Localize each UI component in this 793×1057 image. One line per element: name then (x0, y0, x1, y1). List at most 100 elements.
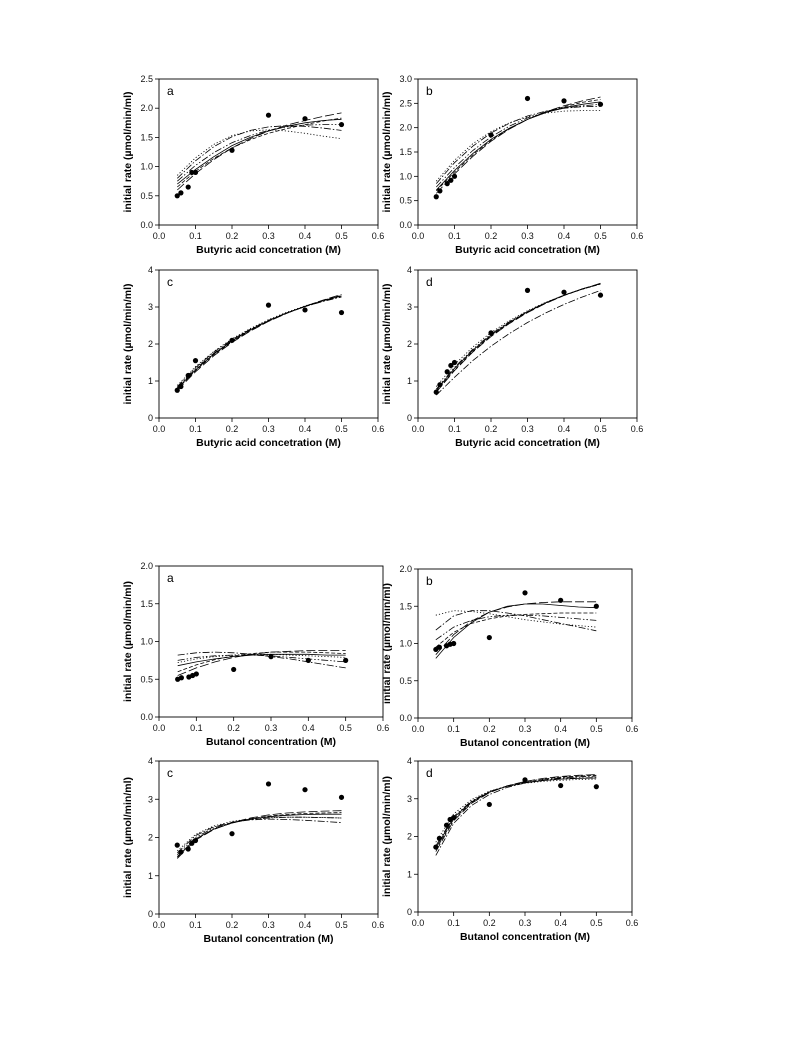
y-tick-label: 0.0 (399, 220, 412, 230)
y-tick-label: 2 (148, 339, 153, 349)
y-tick-label: 0 (148, 413, 153, 423)
fit-curve-dashdot (177, 296, 342, 387)
fit-curve-dashdotdot (435, 777, 597, 847)
data-point (444, 181, 450, 187)
data-point (302, 787, 308, 793)
data-point (486, 634, 492, 641)
data-point (178, 190, 184, 196)
plot-frame (158, 565, 384, 718)
x-tick-label: 0.1 (190, 723, 203, 733)
data-point (451, 173, 458, 179)
plot-frame (158, 269, 379, 419)
y-tick-label: 4 (407, 265, 412, 275)
fit-curve-shortdash (177, 812, 342, 858)
data-point (593, 784, 599, 790)
data-point (265, 112, 272, 118)
fit-curve-dashdot (435, 775, 597, 856)
x-tick-label: 0.5 (590, 724, 603, 734)
chart-panel-2: 0.0 0.1 0.2 0.3 0.4 0.5 0.6 0.0 0.5 1.0 1.5 2.0 2.5 3… (381, 74, 643, 256)
data-point (174, 842, 180, 848)
x-tick-label: 0.5 (335, 231, 348, 241)
data-point (174, 193, 180, 199)
data-point (524, 95, 531, 102)
x-tick-label: 0.5 (335, 424, 348, 434)
y-axis-label: initial rate (µmol/min/ml) (122, 92, 134, 213)
x-axis-label: Butyric acid concetration (M) (455, 244, 600, 256)
data-point (185, 846, 191, 852)
x-axis-label: Butanol concentration (M) (206, 736, 336, 748)
chart-panel-4: 0.0 0.1 0.2 0.3 0.4 0.5 0.6 0 1 2 3 4 Butyric acid c… (381, 265, 643, 449)
data-point (558, 597, 564, 603)
fit-curve-shortdash (177, 294, 342, 390)
x-tick-label: 0.2 (483, 918, 496, 928)
fit-curve-shortdash (435, 612, 597, 648)
panel-label: b (426, 84, 433, 98)
data-point (338, 309, 345, 316)
fit-curve-dashdot (435, 105, 601, 184)
y-tick-label: 3 (148, 302, 153, 312)
x-tick-label: 0.4 (554, 724, 567, 734)
fit-curve-longdash (177, 294, 342, 391)
x-tick-label: 0.1 (448, 424, 461, 434)
fit-curve-dashdotdot (436, 103, 601, 188)
x-tick-label: 0.6 (377, 723, 390, 733)
x-tick-label: 0.0 (153, 920, 166, 930)
y-tick-label: 1 (148, 376, 153, 386)
x-axis-label: Butanol concentration (M) (203, 933, 333, 945)
x-tick-label: 0.0 (412, 231, 425, 241)
data-point (338, 121, 345, 128)
data-point (522, 590, 528, 596)
fit-curve-solid (436, 101, 601, 191)
data-point (451, 640, 457, 647)
data-point (561, 98, 567, 104)
data-point (443, 822, 450, 828)
x-tick-label: 0.4 (554, 918, 567, 928)
x-tick-label: 0.2 (483, 724, 496, 734)
y-tick-label: 0.5 (140, 191, 153, 201)
x-tick-label: 0.6 (626, 724, 639, 734)
fit-curve-shortdash (177, 117, 342, 188)
y-tick-label: 0.5 (399, 196, 412, 206)
data-point (488, 132, 494, 138)
y-tick-label: 2.5 (399, 98, 412, 108)
x-tick-label: 0.0 (153, 231, 166, 241)
fit-curve-dashdot (435, 610, 597, 632)
data-point (268, 654, 274, 660)
fit-curve-dashdot (177, 125, 342, 179)
chart-panel-3: 0.0 0.1 0.2 0.3 0.4 0.5 0.6 0 1 2 3 4 Butyric acid c… (122, 265, 384, 449)
chart-panel-8: 0.0 0.1 0.2 0.3 0.4 0.5 0.6 0 1 2 3 4 Butanol concen… (381, 756, 638, 943)
x-tick-label: 0.2 (485, 424, 498, 434)
x-tick-label: 0.2 (485, 231, 498, 241)
data-point (185, 184, 191, 190)
y-axis-label: initial rate (µmol/min/ml) (381, 284, 393, 405)
chart-panel-1: 0.0 0.1 0.2 0.3 0.4 0.5 0.6 0.0 0.5 1.0 1.5 2.0 2.5 B… (122, 74, 384, 256)
x-tick-label: 0.3 (262, 231, 275, 241)
x-tick-label: 0.5 (339, 723, 352, 733)
data-point (436, 835, 442, 841)
fit-curve-solid (435, 283, 601, 391)
y-tick-label: 1 (407, 869, 412, 879)
y-tick-label: 2.0 (399, 564, 412, 574)
x-tick-label: 0.4 (558, 231, 571, 241)
fit-curve-solid (177, 118, 342, 185)
x-tick-label: 0.3 (265, 723, 278, 733)
x-tick-label: 0.6 (631, 231, 644, 241)
y-tick-label: 1.0 (399, 639, 412, 649)
x-tick-label: 0.1 (448, 231, 461, 241)
fit-curve-dotted (435, 110, 601, 182)
data-point (231, 666, 237, 673)
fit-curve-dashdotdot (177, 654, 346, 663)
x-tick-label: 0.4 (558, 424, 571, 434)
fit-curve-shortdash (435, 283, 601, 392)
data-point (229, 337, 235, 343)
data-point (178, 383, 184, 390)
data-point (433, 194, 439, 200)
data-point (437, 188, 443, 194)
data-point (302, 307, 308, 313)
x-tick-label: 0.2 (226, 231, 239, 241)
y-tick-label: 0 (148, 909, 153, 919)
x-tick-label: 0.5 (590, 918, 603, 928)
data-point (338, 794, 345, 800)
fit-curve-dashdotdot (435, 614, 597, 641)
x-tick-label: 0.5 (594, 231, 607, 241)
